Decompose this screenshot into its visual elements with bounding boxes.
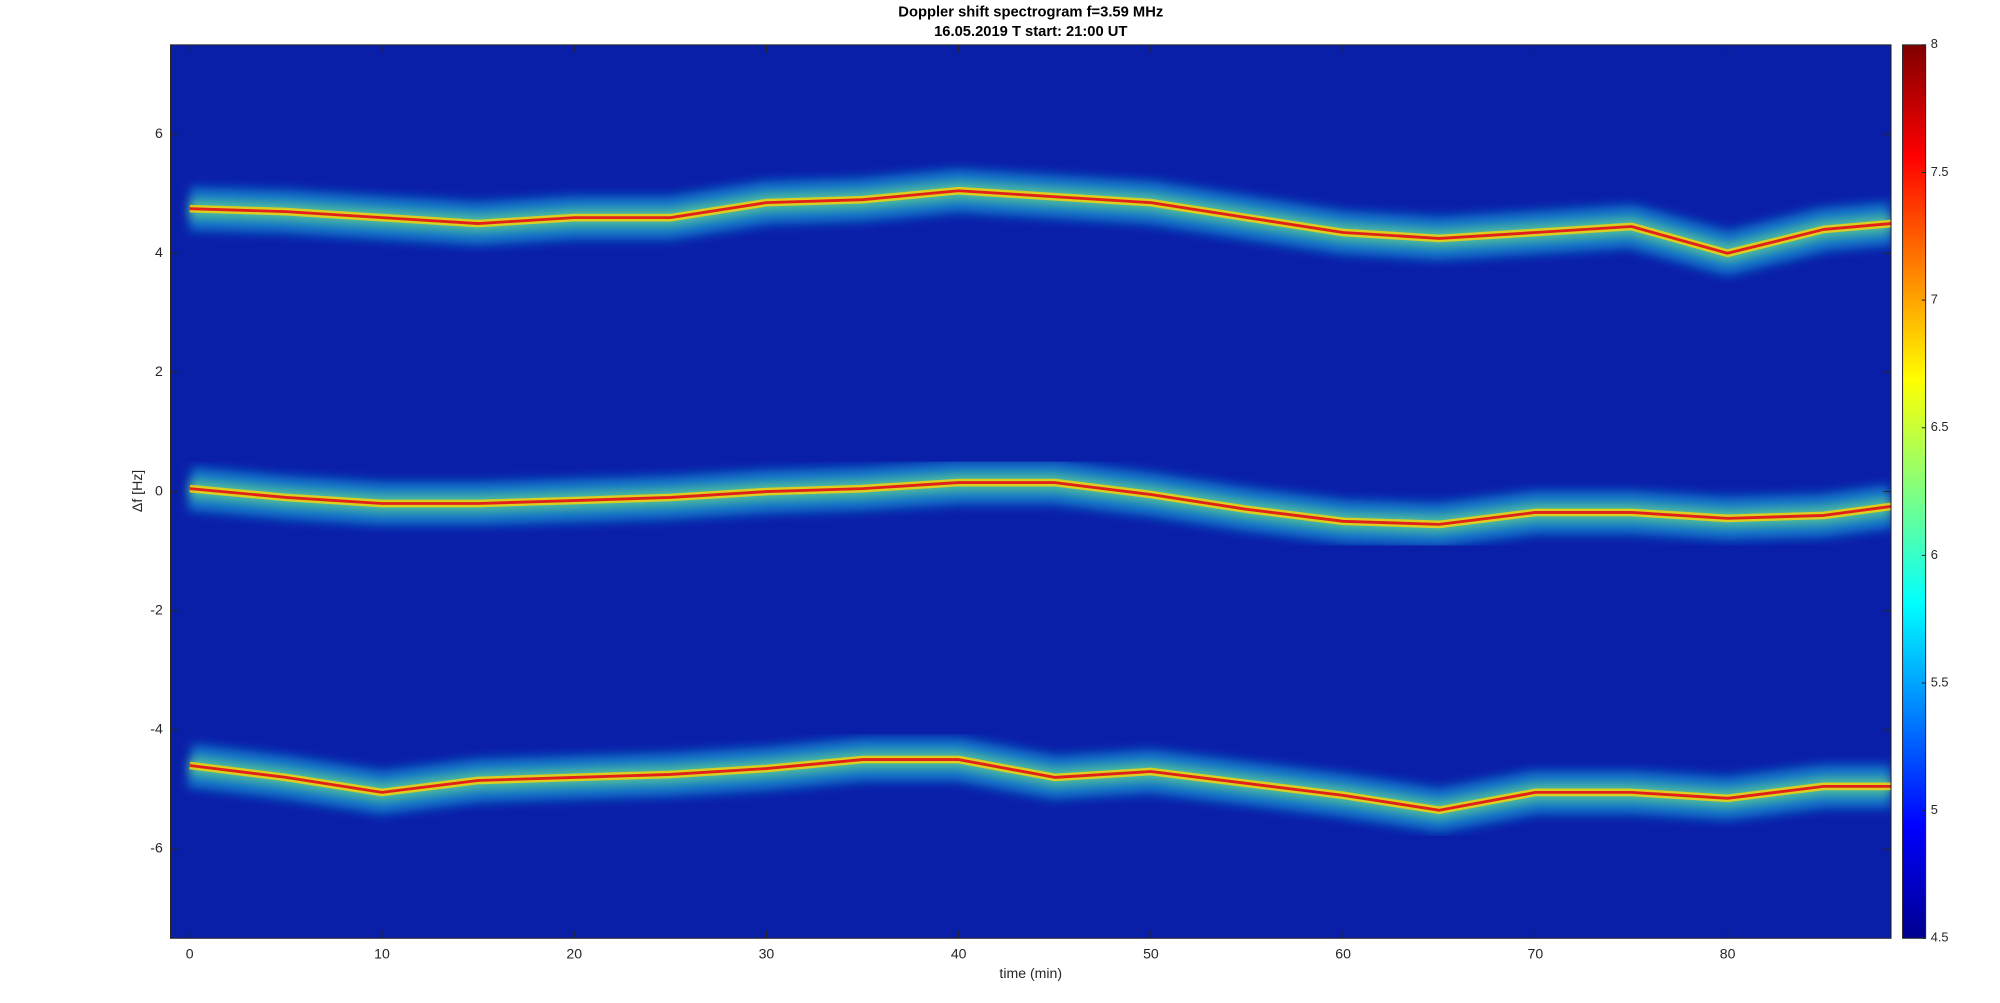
x-tick-label: 0 [186, 946, 194, 962]
trace-line [189, 189, 1892, 255]
colorbar-tick-label: 5 [1931, 802, 1938, 817]
x-tick-label: 50 [1143, 946, 1159, 962]
x-tick-label: 40 [951, 946, 967, 962]
x-tick-label: 30 [759, 946, 775, 962]
traces [187, 168, 1892, 833]
y-tick-label: -2 [150, 601, 163, 617]
colorbar-tick-label: 5.5 [1931, 674, 1949, 689]
x-tick-label: 10 [374, 946, 390, 962]
x-tick-label: 20 [566, 946, 582, 962]
y-tick-label: -6 [150, 840, 163, 856]
x-axis-label: time (min) [999, 965, 1062, 981]
colorbar-tick-label: 7 [1931, 292, 1938, 307]
y-tick-label: 2 [155, 363, 163, 379]
trace-line [189, 758, 1892, 812]
trace-line [189, 481, 1892, 526]
y-axis-label: Δf [Hz] [129, 470, 145, 512]
chart-subtitle: 16.05.2019 T start: 21:00 UT [934, 24, 1127, 40]
colorbar-tick-label: 7.5 [1931, 164, 1949, 179]
x-tick-label: 70 [1528, 946, 1544, 962]
chart-title: Doppler shift spectrogram f=3.59 MHz [898, 5, 1163, 21]
colorbar-tick-label: 6.5 [1931, 419, 1949, 434]
x-tick-label: 60 [1335, 946, 1351, 962]
colorbar-tick-label: 6 [1931, 547, 1938, 562]
colorbar-tick-label: 8 [1931, 36, 1938, 51]
colorbar [1902, 44, 1927, 939]
y-tick-label: 0 [155, 482, 163, 498]
y-tick-label: -4 [150, 721, 163, 737]
y-tick-label: 6 [155, 125, 163, 141]
x-tick-label: 80 [1720, 946, 1736, 962]
colorbar-tick-label: 4.5 [1931, 930, 1949, 945]
y-tick-label: 4 [155, 244, 163, 260]
